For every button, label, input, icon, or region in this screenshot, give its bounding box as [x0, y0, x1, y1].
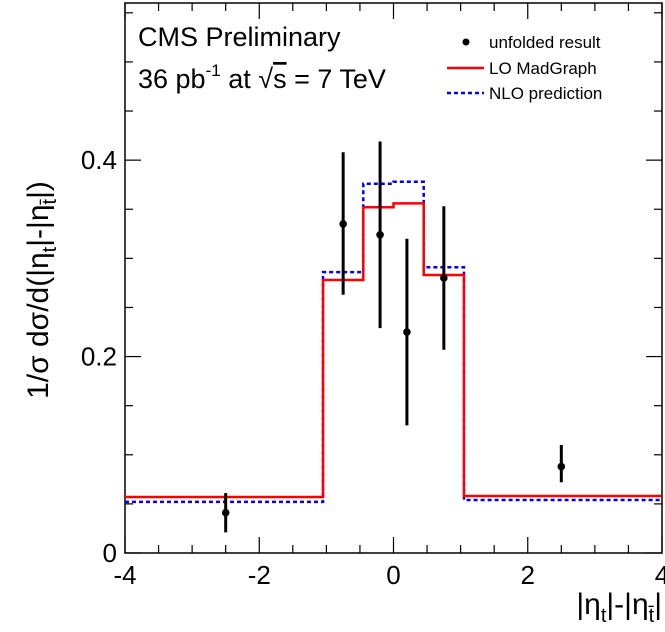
- y-axis-title: 1/σ dσ/d(|ηt|-|ηt̄|): [22, 181, 61, 399]
- x-tick-label: -2: [248, 560, 271, 590]
- svg-text:36 pb-1 at √s = 7 TeV: 36 pb-1 at √s = 7 TeV: [138, 61, 386, 94]
- svg-text:|ηt|-|ηt̄|: |ηt|-|ηt̄|: [576, 588, 662, 627]
- data-point: [403, 328, 411, 336]
- svg-text:1/σ dσ/d(|ηt|-|ηt̄|): 1/σ dσ/d(|ηt|-|ηt̄|): [22, 181, 61, 399]
- legend-label-lo: LO MadGraph: [489, 59, 597, 78]
- x-tick-label: 4: [655, 560, 665, 590]
- nlo-prediction-line: [125, 180, 662, 504]
- legend-label-unfolded: unfolded result: [489, 33, 601, 52]
- lo-madgraph-line: [125, 202, 662, 499]
- y-tick-label: 0.2: [81, 342, 117, 372]
- data-point: [440, 274, 448, 282]
- legend-label-nlo: NLO prediction: [489, 84, 602, 103]
- x-tick-label: -4: [113, 560, 136, 590]
- legend-entry-unfolded: unfolded result: [462, 33, 601, 52]
- plot-area: [125, 141, 662, 533]
- experiment-label: CMS Preliminary: [138, 22, 341, 52]
- legend-entry-lo: LO MadGraph: [447, 59, 597, 78]
- legend: unfolded result LO MadGraph NLO predicti…: [447, 33, 602, 103]
- x-tick-label: 2: [521, 560, 535, 590]
- y-tick-label: 0: [103, 538, 117, 568]
- x-axis-title: |ηt|-|ηt̄|: [576, 588, 662, 627]
- data-point: [376, 230, 384, 239]
- data-point: [557, 462, 566, 471]
- y-tick-label: 0.4: [81, 145, 117, 175]
- legend-entry-nlo: NLO prediction: [447, 84, 602, 103]
- data-point: [221, 508, 230, 517]
- axes: -4 -2 0 2 4 0 0.2 0.4: [81, 3, 665, 590]
- x-tick-label: 0: [386, 560, 400, 590]
- data-point: [339, 220, 347, 228]
- lumi-label: 36 pb-1 at √s = 7 TeV: [138, 61, 386, 94]
